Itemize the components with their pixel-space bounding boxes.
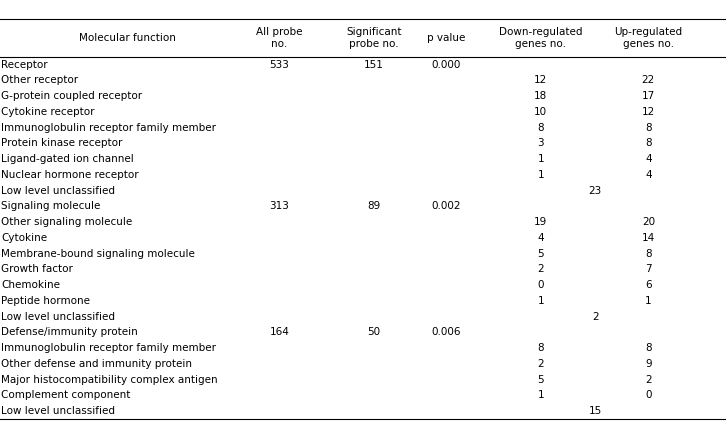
Text: Other signaling molecule: Other signaling molecule [1,217,133,227]
Text: 0.000: 0.000 [432,60,461,70]
Text: Immunoglobulin receptor family member: Immunoglobulin receptor family member [1,343,216,353]
Text: 8: 8 [645,139,652,149]
Text: Up-regulated
genes no.: Up-regulated genes no. [614,27,682,49]
Text: Defense/immunity protein: Defense/immunity protein [1,327,138,337]
Text: 18: 18 [534,91,547,101]
Text: Other defense and immunity protein: Other defense and immunity protein [1,359,192,369]
Text: Other receptor: Other receptor [1,75,78,85]
Text: Receptor: Receptor [1,60,48,70]
Text: p value: p value [428,33,465,43]
Text: 0.002: 0.002 [432,201,461,211]
Text: Low level unclassified: Low level unclassified [1,186,115,196]
Text: 2: 2 [645,375,652,384]
Text: Nuclear hormone receptor: Nuclear hormone receptor [1,170,139,180]
Text: 8: 8 [645,343,652,353]
Text: 17: 17 [642,91,655,101]
Text: 4: 4 [645,170,652,180]
Text: 1: 1 [537,154,544,164]
Text: Major histocompatibility complex antigen: Major histocompatibility complex antigen [1,375,218,384]
Text: Low level unclassified: Low level unclassified [1,312,115,322]
Text: Cytokine: Cytokine [1,233,48,243]
Text: 10: 10 [534,107,547,117]
Text: 4: 4 [537,233,544,243]
Text: 3: 3 [537,139,544,149]
Text: Complement component: Complement component [1,390,131,400]
Text: 89: 89 [367,201,380,211]
Text: 1: 1 [537,390,544,400]
Text: 5: 5 [537,375,544,384]
Text: Protein kinase receptor: Protein kinase receptor [1,139,123,149]
Text: 15: 15 [589,406,602,416]
Text: 151: 151 [364,60,384,70]
Text: 313: 313 [269,201,290,211]
Text: 50: 50 [367,327,380,337]
Text: G-protein coupled receptor: G-protein coupled receptor [1,91,142,101]
Text: Immunoglobulin receptor family member: Immunoglobulin receptor family member [1,123,216,133]
Text: 8: 8 [537,123,544,133]
Text: 8: 8 [537,343,544,353]
Text: Ligand-gated ion channel: Ligand-gated ion channel [1,154,134,164]
Text: Membrane-bound signaling molecule: Membrane-bound signaling molecule [1,249,195,258]
Text: 533: 533 [269,60,290,70]
Text: 7: 7 [645,264,652,274]
Text: 23: 23 [589,186,602,196]
Text: 12: 12 [642,107,655,117]
Text: All probe
no.: All probe no. [256,27,303,49]
Text: 0: 0 [645,390,651,400]
Text: Molecular function: Molecular function [78,33,176,43]
Text: 19: 19 [534,217,547,227]
Text: 6: 6 [645,280,652,290]
Text: Cytokine receptor: Cytokine receptor [1,107,95,117]
Text: Down-regulated
genes no.: Down-regulated genes no. [499,27,583,49]
Text: 14: 14 [642,233,655,243]
Text: 9: 9 [645,359,652,369]
Text: 8: 8 [645,249,652,258]
Text: Low level unclassified: Low level unclassified [1,406,115,416]
Text: 1: 1 [645,296,652,306]
Text: 5: 5 [537,249,544,258]
Text: Growth factor: Growth factor [1,264,73,274]
Text: Signaling molecule: Signaling molecule [1,201,101,211]
Text: Significant
probe no.: Significant probe no. [346,27,401,49]
Text: 8: 8 [645,123,652,133]
Text: 4: 4 [645,154,652,164]
Text: 1: 1 [537,170,544,180]
Text: 1: 1 [537,296,544,306]
Text: 2: 2 [537,359,544,369]
Text: 0: 0 [538,280,544,290]
Text: 12: 12 [534,75,547,85]
Text: 20: 20 [642,217,655,227]
Text: 22: 22 [642,75,655,85]
Text: Peptide hormone: Peptide hormone [1,296,91,306]
Text: 0.006: 0.006 [432,327,461,337]
Text: 164: 164 [269,327,290,337]
Text: 2: 2 [592,312,599,322]
Text: 2: 2 [537,264,544,274]
Text: Chemokine: Chemokine [1,280,60,290]
